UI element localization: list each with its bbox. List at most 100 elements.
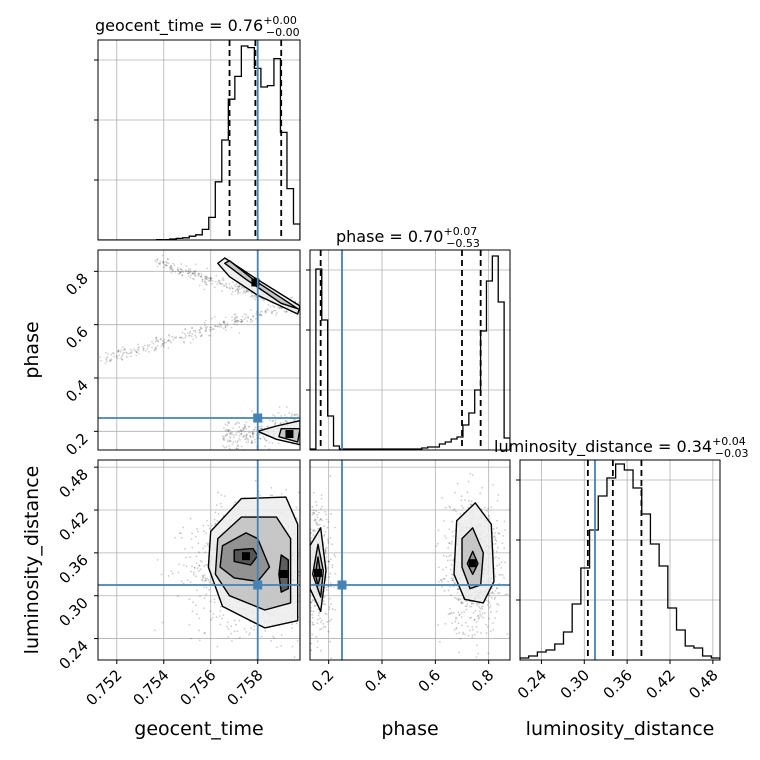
scatter-point	[238, 288, 241, 291]
scatter-point	[320, 627, 323, 630]
scatter-point	[326, 621, 329, 623]
scatter-point	[272, 305, 275, 307]
scatter-point	[259, 314, 261, 316]
scatter-point	[244, 291, 247, 294]
scatter-point	[308, 559, 310, 561]
scatter-point	[271, 310, 274, 313]
scatter-point	[476, 604, 479, 607]
panel-geocent-time-marginal: geocent_time = 0.76+0.00 −0.00	[94, 14, 301, 241]
scatter-point	[189, 271, 191, 274]
scatter-point	[266, 439, 269, 442]
scatter-point	[447, 580, 450, 583]
scatter-point	[204, 280, 206, 283]
scatter-point	[316, 622, 319, 625]
scatter-point	[310, 540, 312, 543]
scatter-point	[448, 528, 451, 531]
scatter-point	[301, 592, 303, 594]
scatter-point	[209, 277, 212, 280]
scatter-point	[249, 435, 252, 438]
scatter-point	[188, 598, 191, 601]
scatter-point	[461, 601, 463, 604]
scatter-point	[180, 270, 183, 273]
scatter-point	[494, 575, 497, 577]
scatter-point	[179, 271, 181, 274]
scatter-point	[224, 423, 227, 426]
panel-phase-marginal: phase = 0.70+0.07 −0.53	[306, 225, 511, 451]
scatter-point	[237, 285, 240, 288]
scatter-point	[243, 431, 246, 433]
scatter-point	[494, 596, 497, 599]
scatter-point	[135, 351, 138, 354]
scatter-point	[238, 636, 241, 639]
scatter-point	[199, 595, 201, 598]
scatter-point	[221, 435, 224, 438]
histogram-bin	[624, 470, 633, 660]
scatter-point	[506, 593, 509, 596]
scatter-point	[313, 512, 316, 515]
scatter-point	[181, 580, 183, 583]
y-axis-label-luminosity-distance: luminosity_distance	[21, 466, 43, 655]
scatter-point	[202, 524, 205, 527]
scatter-point	[329, 640, 331, 643]
scatter-point	[306, 639, 308, 641]
scatter-point	[203, 288, 206, 291]
scatter-point	[135, 351, 138, 354]
scatter-point	[268, 441, 271, 444]
scatter-point	[302, 512, 304, 514]
scatter-point	[226, 286, 228, 289]
scatter-point	[311, 529, 314, 532]
scatter-point	[234, 440, 237, 443]
scatter-point	[254, 298, 257, 301]
panel-luminosity-distance-marginal: luminosity_distance = 0.34+0.04 −0.03	[494, 435, 749, 664]
scatter-point	[194, 271, 196, 274]
scatter-point	[330, 618, 333, 621]
scatter-point	[230, 625, 233, 628]
scatter-point	[332, 586, 335, 588]
panel-frame	[97, 249, 301, 451]
x-tick-label-luminosity-distance: 0.48	[685, 666, 721, 702]
scatter-point	[301, 534, 303, 536]
scatter-point	[308, 585, 310, 587]
scatter-point	[235, 422, 238, 425]
scatter-point	[273, 309, 275, 312]
scatter-point	[254, 450, 256, 452]
scatter-point	[303, 463, 305, 465]
scatter-point	[171, 268, 174, 271]
scatter-point	[317, 527, 320, 530]
scatter-point	[229, 437, 231, 439]
scatter-point	[166, 257, 169, 260]
scatter-point	[310, 642, 313, 645]
scatter-point	[205, 278, 207, 280]
scatter-point	[480, 508, 483, 510]
scatter-point	[223, 285, 226, 288]
scatter-point	[452, 535, 455, 538]
scatter-point	[170, 570, 173, 573]
scatter-point	[238, 284, 241, 286]
scatter-point	[260, 313, 263, 316]
scatter-point	[187, 332, 189, 334]
scatter-point	[168, 333, 170, 336]
scatter-point	[167, 262, 170, 265]
scatter-point	[308, 572, 310, 574]
scatter-point	[235, 283, 238, 285]
scatter-point	[325, 589, 328, 591]
histogram-bin	[235, 76, 242, 240]
scatter-point	[176, 268, 179, 271]
scatter-point	[218, 280, 221, 282]
scatter-point	[100, 359, 102, 362]
scatter-point	[443, 577, 446, 580]
scatter-point	[231, 431, 233, 434]
scatter-point	[243, 313, 246, 315]
scatter-point	[268, 448, 271, 450]
scatter-point	[486, 604, 489, 606]
scatter-point	[269, 305, 272, 308]
scatter-point	[454, 491, 456, 494]
scatter-point	[204, 326, 207, 329]
histogram-series	[520, 463, 720, 660]
scatter-point	[305, 513, 307, 515]
scatter-point	[328, 608, 331, 611]
scatter-point	[189, 341, 192, 344]
scatter-point	[230, 433, 233, 436]
scatter-point	[179, 271, 182, 274]
scatter-point	[441, 496, 444, 499]
